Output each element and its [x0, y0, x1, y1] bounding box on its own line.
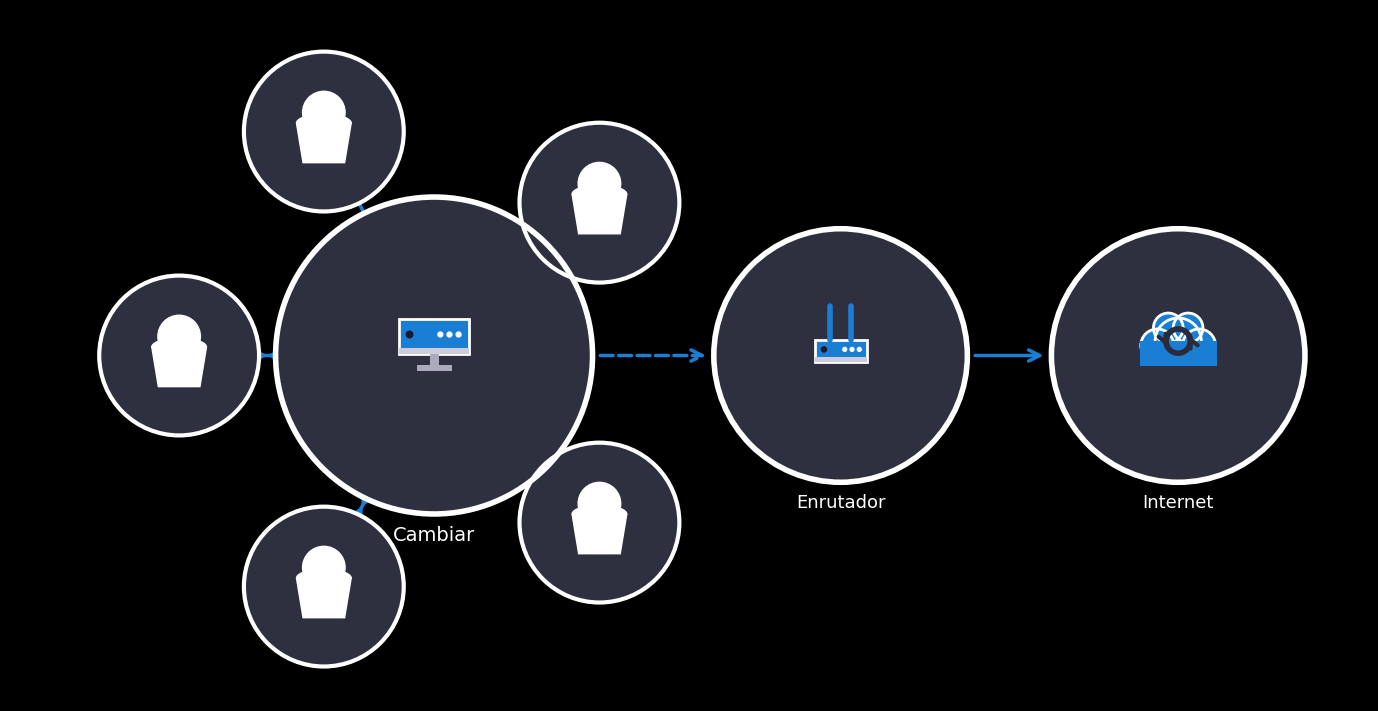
Polygon shape: [572, 185, 627, 194]
Circle shape: [520, 123, 679, 282]
Circle shape: [99, 276, 259, 435]
Bar: [1140, 341, 1217, 366]
Circle shape: [714, 229, 967, 482]
Circle shape: [821, 347, 827, 352]
Circle shape: [1155, 318, 1202, 364]
Circle shape: [244, 507, 404, 666]
Circle shape: [276, 197, 593, 514]
Text: Internet: Internet: [1142, 494, 1214, 513]
Text: Enrutador: Enrutador: [796, 494, 885, 513]
Polygon shape: [152, 338, 207, 347]
Circle shape: [446, 332, 452, 337]
Polygon shape: [296, 123, 351, 163]
Bar: [400, 319, 469, 354]
Circle shape: [303, 546, 344, 589]
Circle shape: [407, 331, 413, 338]
Circle shape: [1173, 313, 1203, 343]
Bar: [416, 365, 452, 371]
Circle shape: [1051, 229, 1305, 482]
Circle shape: [520, 443, 679, 602]
Bar: [814, 357, 867, 361]
Polygon shape: [152, 347, 207, 387]
Circle shape: [456, 332, 462, 337]
Polygon shape: [296, 569, 351, 578]
Polygon shape: [572, 194, 627, 234]
Circle shape: [1153, 313, 1184, 343]
Bar: [814, 339, 867, 361]
Circle shape: [579, 162, 620, 205]
Polygon shape: [296, 578, 351, 618]
Circle shape: [857, 348, 861, 351]
Circle shape: [1182, 329, 1215, 362]
Bar: [400, 348, 469, 354]
Circle shape: [158, 315, 200, 358]
Text: Cambiar: Cambiar: [393, 526, 475, 545]
Circle shape: [244, 52, 404, 211]
Circle shape: [843, 348, 846, 351]
Polygon shape: [296, 114, 351, 123]
Bar: [430, 354, 438, 365]
Circle shape: [438, 332, 442, 337]
Circle shape: [1141, 329, 1174, 362]
Circle shape: [303, 91, 344, 134]
Circle shape: [579, 482, 620, 525]
Polygon shape: [572, 505, 627, 514]
Polygon shape: [572, 514, 627, 554]
Circle shape: [850, 348, 854, 351]
